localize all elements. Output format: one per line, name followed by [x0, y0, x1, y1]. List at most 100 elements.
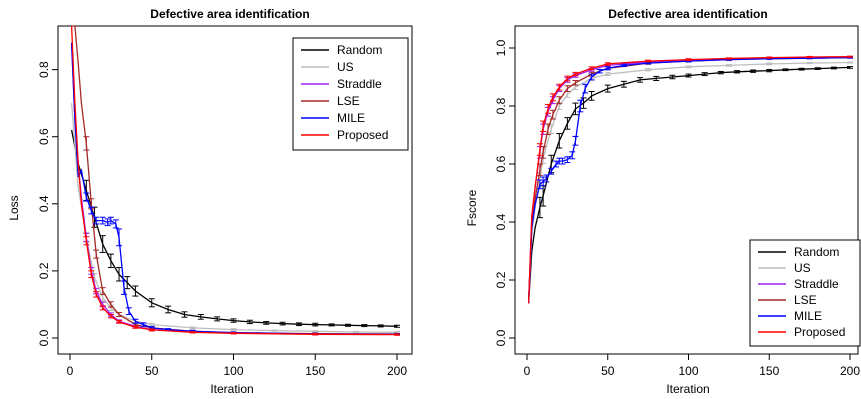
error-bar [279, 321, 286, 326]
error-bar [116, 320, 123, 324]
error-bar [645, 68, 652, 72]
error-bar [394, 333, 400, 336]
error-bar [107, 314, 114, 319]
error-bar [604, 66, 611, 71]
error-bar [540, 176, 547, 187]
error-bar [116, 267, 123, 282]
x-axis-label: Iteration [210, 382, 253, 396]
error-bar [93, 291, 100, 298]
y-tick-label: 1.0 [494, 39, 508, 56]
legend-box [749, 239, 861, 347]
error-bar [536, 143, 543, 156]
error-bar [580, 97, 587, 109]
legend-item-mile: MILE [301, 111, 365, 125]
error-bar [559, 157, 566, 165]
error-bar [588, 91, 595, 101]
legend-item-straddle: Straddle [758, 277, 839, 291]
error-bar [116, 312, 123, 318]
legend-item-random: Random [301, 43, 382, 57]
error-bar [125, 307, 132, 316]
error-bar [83, 236, 90, 246]
error-bar [572, 71, 579, 77]
y-tick-label: 0.6 [494, 155, 508, 172]
error-bar [733, 70, 740, 74]
x-tick-label: 100 [678, 364, 698, 378]
error-bar [263, 321, 270, 325]
error-bar [295, 322, 302, 327]
error-bar [653, 75, 660, 81]
error-bar [107, 216, 114, 225]
legend-label: US [337, 60, 354, 74]
x-axis-label: Iteration [666, 382, 709, 396]
error-bar [99, 305, 106, 311]
legend-label: US [794, 261, 811, 275]
error-bar [620, 63, 627, 68]
legend-label: MILE [794, 309, 822, 323]
error-bar [271, 329, 278, 332]
error-bar [782, 68, 789, 72]
error-bar [99, 216, 106, 225]
legend-item-straddle: Straddle [301, 77, 382, 91]
loss-chart: Defective area identification Iteration … [7, 7, 413, 396]
error-bar [798, 67, 805, 71]
error-bar [556, 96, 563, 105]
y-tick-label: 0.2 [494, 271, 508, 288]
error-bar [230, 332, 237, 335]
x-tick-label: 200 [840, 364, 860, 378]
error-bar [536, 179, 543, 190]
error-bar [556, 83, 563, 91]
error-bar [806, 62, 813, 65]
series-line [70, 129, 398, 327]
error-bar [725, 57, 732, 60]
error-bar [540, 146, 547, 159]
error-bar [588, 73, 595, 81]
series-line [70, 42, 398, 335]
legend-item-lse: LSE [301, 94, 360, 108]
y-tick-label: 0.8 [494, 97, 508, 114]
error-bar [140, 322, 147, 327]
legend-box [292, 37, 409, 151]
error-bar [107, 301, 114, 308]
error-bar [556, 133, 563, 149]
legend: Random US Straddle LSE MILE Proposed [292, 37, 409, 151]
error-bar [685, 65, 692, 69]
error-bar [377, 324, 384, 328]
y-tick-label: 0.4 [37, 195, 51, 212]
series-random [70, 129, 400, 328]
error-bar [847, 55, 853, 58]
error-bar [181, 311, 188, 318]
error-bar [361, 324, 368, 328]
error-bar [344, 323, 351, 327]
legend-item-mile: MILE [758, 309, 822, 323]
plot-frame [514, 25, 859, 355]
error-bar [214, 316, 221, 322]
error-bar [132, 285, 139, 297]
error-bar [577, 99, 584, 113]
legend-label: LSE [794, 293, 817, 307]
legend: Random US Straddle LSE MILE Proposed [749, 239, 861, 347]
series-proposed [70, 25, 400, 336]
x-tick-label: 200 [387, 364, 407, 378]
legend-label: Straddle [794, 277, 839, 291]
legend-item-proposed: Proposed [758, 325, 845, 339]
error-bar [83, 136, 90, 151]
error-bar [620, 80, 627, 88]
error-bar [645, 59, 652, 63]
error-bar [99, 235, 106, 253]
error-bar [112, 219, 119, 229]
chart-title: Defective area identification [608, 7, 767, 21]
error-bar [847, 66, 853, 69]
y-axis-label: Loss [7, 195, 21, 220]
y-tick-label: 0.6 [37, 128, 51, 145]
error-bar [116, 228, 123, 247]
chart-title: Defective area identification [150, 7, 309, 21]
x-tick-label: 50 [601, 364, 615, 378]
error-bar [596, 68, 603, 74]
error-bar [685, 58, 692, 61]
x-tick-label: 100 [223, 364, 243, 378]
error-bar [230, 328, 237, 332]
legend-item-proposed: Proposed [301, 128, 388, 142]
error-bar [312, 322, 319, 327]
legend-label: LSE [337, 94, 360, 108]
error-bar [572, 102, 579, 116]
